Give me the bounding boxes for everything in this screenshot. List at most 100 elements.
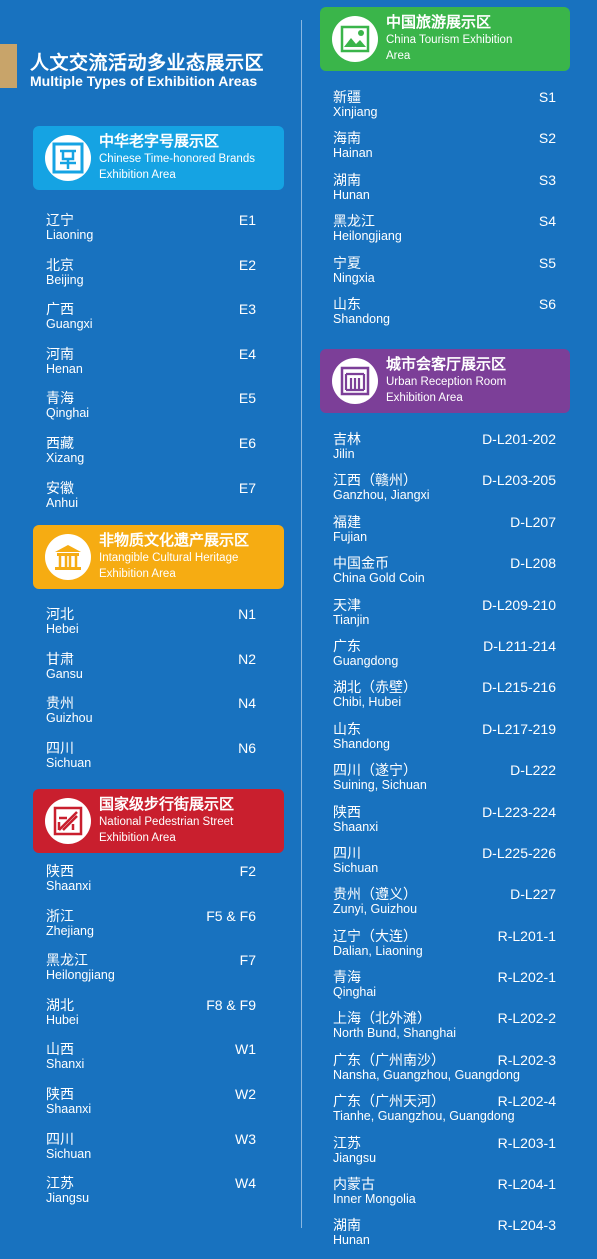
list-item: 北京 Beijing E2 (46, 257, 284, 302)
region-name-zh: 江苏 (46, 1175, 74, 1192)
booth-code: S6 (538, 295, 556, 312)
list-item: 广西 Guangxi E3 (46, 301, 284, 346)
region-name-zh: 青海 (46, 390, 74, 407)
reception-list: 吉林 Jilin D-L201-202 江西（赣州） Ganzhou, Jiangxi D… (320, 431, 570, 1259)
list-item: 四川 Sichuan N6 (46, 740, 284, 785)
region-name-en: Shaanxi (46, 1101, 92, 1116)
region-name-en: Hainan (333, 146, 373, 161)
region-name-zh: 广西 (46, 301, 74, 318)
section-title-en-2: Area (386, 50, 411, 62)
region-name-en: Hebei (46, 622, 79, 636)
region-name-zh: 江苏 (333, 1134, 361, 1151)
region-name-en: Sichuan (46, 1146, 92, 1161)
region-name-en: Ganzhou, Jiangxi (333, 488, 430, 503)
region-name-zh: 天津 (333, 596, 361, 613)
region-name-zh: 浙江 (46, 907, 74, 924)
section-header-brands: 中华老字号展示区 Chinese Time-honored Brands Exh… (33, 126, 284, 190)
list-item: 广东 Guangdong D-L211-214 (333, 638, 570, 679)
list-item: 陕西 Shaanxi D-L223-224 (333, 804, 570, 845)
booth-code: D-L201-202 (482, 431, 556, 447)
section-title-zh: 中华老字号展示区 (99, 133, 220, 150)
booth-code: F5 & F6 (206, 907, 256, 924)
booth-code: D-L208 (510, 555, 556, 572)
region-name-en: Guangxi (46, 317, 93, 332)
booth-code: E3 (238, 301, 256, 318)
region-name-zh: 贵州 (46, 695, 74, 712)
booth-code: R-L203-1 (497, 1134, 556, 1151)
list-item: 吉林 Jilin D-L201-202 (333, 431, 570, 472)
region-name-en: Shaanxi (333, 819, 379, 834)
region-name-en: Zhejiang (46, 923, 94, 938)
region-name-zh: 黑龙江 (46, 952, 88, 969)
region-name-en: Shandong (333, 311, 391, 326)
booth-code: D-L223-224 (482, 803, 556, 820)
region-name-zh: 辽宁 (46, 212, 74, 228)
section-heritage: 非物质文化遗产展示区 Intangible Cultural Heritage … (33, 525, 284, 784)
region-name-en: North Bund, Shanghai (333, 1026, 457, 1041)
booth-code: D-L227 (510, 886, 556, 903)
region-name-en: Hubei (46, 1012, 79, 1027)
region-name-zh: 贵州（遵义） (333, 886, 417, 903)
region-name-zh: 广东（广州天河） (333, 1093, 445, 1110)
section-title-zh: 中国旅游展示区 (386, 14, 492, 31)
booth-code: F7 (239, 952, 256, 969)
list-item: 江西（赣州） Ganzhou, Jiangxi D-L203-205 (333, 472, 570, 513)
region-name-en: Shandong (333, 736, 391, 751)
section-title-en-2: Exhibition Area (99, 568, 176, 580)
region-name-zh: 福建 (333, 513, 361, 530)
region-name-zh: 四川 (46, 1130, 74, 1147)
region-name-en: Hunan (333, 187, 370, 202)
column-divider (301, 20, 302, 1228)
region-name-en: Suining, Sichuan (333, 778, 427, 793)
list-item: 广东（广州南沙） Nansha, Guangzhou, Guangdong R-L2… (333, 1052, 570, 1093)
list-item: 湖北（赤壁） Chibi, Hubei D-L215-216 (333, 679, 570, 720)
brands-list: 辽宁 Liaoning E1 北京 Beijing E2 广西 Guangxi E3 河南 Hena… (33, 212, 284, 524)
region-name-en: Ningxia (333, 270, 375, 285)
region-name-en: Heilongjiang (333, 229, 402, 244)
list-item: 湖南 Hunan R-L204-3 (333, 1217, 570, 1258)
region-name-en: Jilin (333, 447, 355, 461)
region-name-en: Shanxi (46, 1057, 85, 1072)
region-name-en: Inner Mongolia (333, 1192, 416, 1207)
section-title-en-1: Chinese Time-honored Brands (99, 153, 255, 165)
booth-code: R-L204-1 (497, 1176, 556, 1193)
region-name-zh: 北京 (46, 256, 74, 273)
section-tourism: 中国旅游展示区 China Tourism Exhibition Area 新疆… (320, 7, 570, 337)
region-name-en: Henan (46, 361, 83, 376)
region-name-zh: 陕西 (333, 803, 361, 820)
list-item: 河北 Hebei N1 (46, 606, 284, 651)
booth-code: N1 (238, 606, 256, 622)
list-item: 江苏 Jiangsu W4 (46, 1175, 284, 1220)
list-item: 浙江 Zhejiang F5 & F6 (46, 908, 284, 953)
region-name-zh: 西藏 (46, 434, 74, 451)
region-name-en: Dalian, Liaoning (333, 943, 423, 958)
list-item: 湖北 Hubei F8 & F9 (46, 997, 284, 1042)
booth-code: N6 (238, 739, 256, 756)
booth-code: R-L202-4 (497, 1093, 556, 1110)
booth-code: R-L201-1 (497, 927, 556, 944)
region-name-zh: 湖南 (333, 1217, 361, 1234)
region-name-zh: 中国金币 (333, 555, 389, 572)
section-street: 国家级步行街展示区 National Pedestrian Street Exh… (33, 789, 284, 1220)
list-item: 黑龙江 Heilongjiang S4 (333, 213, 570, 254)
region-name-zh: 内蒙古 (333, 1176, 375, 1193)
region-name-zh: 广东 (333, 637, 361, 654)
section-title-en-2: Exhibition Area (99, 169, 176, 181)
region-name-en: Hunan (333, 1233, 370, 1248)
region-name-en: Fujian (333, 529, 368, 544)
booth-code: E5 (238, 390, 256, 407)
list-item: 海南 Hainan S2 (333, 130, 570, 171)
title-accent-bar (0, 44, 17, 88)
booth-code: E4 (238, 345, 256, 362)
region-name-zh: 河南 (46, 345, 74, 362)
region-name-zh: 陕西 (46, 1085, 74, 1102)
region-name-zh: 四川 (333, 844, 361, 861)
list-item: 黑龙江 Heilongjiang F7 (46, 952, 284, 997)
section-header-tourism: 中国旅游展示区 China Tourism Exhibition Area (320, 7, 570, 71)
region-name-zh: 甘肃 (46, 650, 74, 667)
list-item: 陕西 Shaanxi W2 (46, 1086, 284, 1131)
list-item: 青海 Qinghai E5 (46, 390, 284, 435)
list-item: 河南 Henan E4 (46, 346, 284, 391)
booth-code: W4 (235, 1175, 256, 1192)
page-subtitle: Multiple Types of Exhibition Areas (30, 73, 258, 89)
